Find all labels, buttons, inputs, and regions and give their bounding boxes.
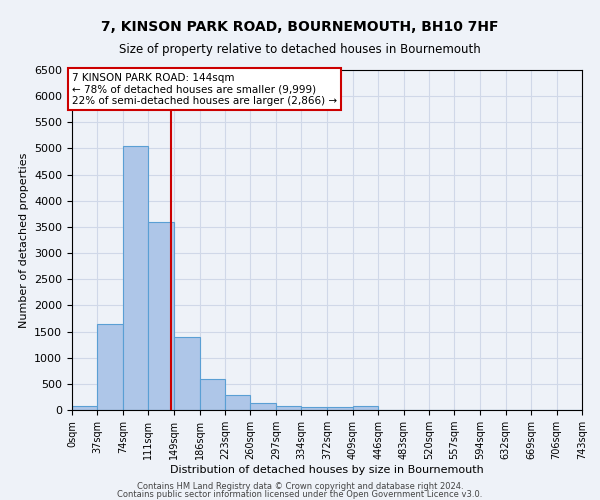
Bar [225,396,250,410]
Bar [72,406,97,410]
Text: Contains public sector information licensed under the Open Government Licence v3: Contains public sector information licen… [118,490,482,499]
Bar [200,378,225,410]
Bar [328,407,353,410]
Bar [148,222,174,410]
Bar [250,402,276,410]
X-axis label: Distribution of detached houses by size in Bournemouth: Distribution of detached houses by size … [170,465,484,475]
Bar [174,337,200,410]
Text: Contains HM Land Registry data © Crown copyright and database right 2024.: Contains HM Land Registry data © Crown c… [137,482,463,491]
Y-axis label: Number of detached properties: Number of detached properties [19,152,29,328]
Text: 7, KINSON PARK ROAD, BOURNEMOUTH, BH10 7HF: 7, KINSON PARK ROAD, BOURNEMOUTH, BH10 7… [101,20,499,34]
Bar [301,407,328,410]
Text: 7 KINSON PARK ROAD: 144sqm
← 78% of detached houses are smaller (9,999)
22% of s: 7 KINSON PARK ROAD: 144sqm ← 78% of deta… [72,72,337,106]
Bar [123,146,148,410]
Bar [353,406,378,410]
Bar [97,324,123,410]
Text: Size of property relative to detached houses in Bournemouth: Size of property relative to detached ho… [119,42,481,56]
Bar [276,406,301,410]
